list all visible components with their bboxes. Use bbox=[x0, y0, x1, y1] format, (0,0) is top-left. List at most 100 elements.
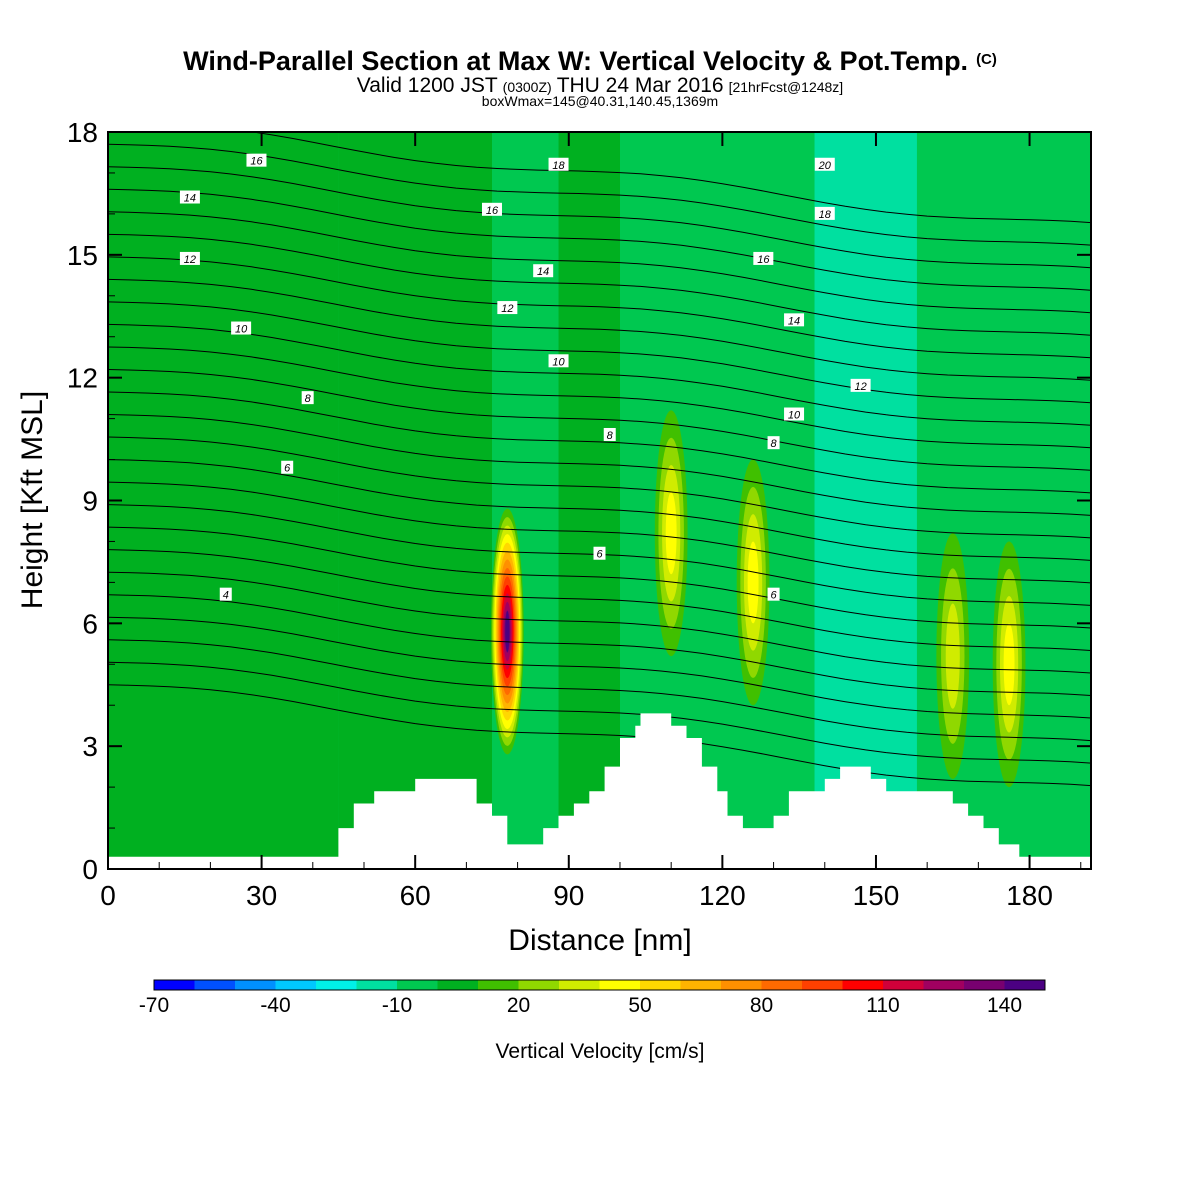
colorbar-swatch bbox=[599, 980, 641, 990]
colorbar-swatch bbox=[194, 980, 236, 990]
svg-text:16: 16 bbox=[250, 156, 263, 168]
updraft-level bbox=[1003, 623, 1015, 706]
x-tick-label: 180 bbox=[1006, 880, 1053, 911]
colorbar-swatch bbox=[842, 980, 884, 990]
theta-line bbox=[108, 369, 1091, 471]
updraft-level bbox=[665, 492, 677, 575]
x-tick-label: 60 bbox=[400, 880, 431, 911]
theta-contour-label: 8 bbox=[767, 436, 780, 450]
svg-text:18: 18 bbox=[819, 209, 832, 221]
colorbar: -70 -40 -10 20 50 80 110 140 bbox=[139, 979, 1046, 1017]
colorbar-swatch bbox=[559, 980, 600, 990]
theta-line bbox=[108, 143, 1091, 246]
theta-line bbox=[108, 684, 1091, 787]
colorbar-swatch bbox=[437, 980, 479, 990]
y-tick-label: 12 bbox=[67, 363, 98, 394]
theta-line bbox=[108, 256, 1091, 359]
theta-line bbox=[108, 166, 1091, 269]
field-band bbox=[558, 132, 620, 869]
y-tick-label: 3 bbox=[82, 731, 98, 762]
theta-contour-label: 16 bbox=[753, 251, 774, 266]
x-tick-label: 0 bbox=[100, 880, 116, 911]
theta-contour-label: 6 bbox=[281, 460, 294, 475]
svg-text:16: 16 bbox=[757, 254, 770, 266]
colorbar-tick-label: 80 bbox=[750, 994, 773, 1017]
theta-contour-label: 8 bbox=[603, 427, 616, 442]
y-tick-label: 9 bbox=[82, 486, 98, 517]
theta-line bbox=[108, 323, 1091, 426]
svg-text:6: 6 bbox=[771, 590, 778, 602]
colorbar-swatch bbox=[397, 980, 438, 990]
updraft-level bbox=[945, 603, 960, 709]
svg-text:18: 18 bbox=[552, 160, 565, 172]
colorbar-swatch bbox=[923, 980, 965, 990]
svg-text:12: 12 bbox=[184, 254, 196, 266]
theta-contour-label: 14 bbox=[784, 313, 805, 327]
theta-line bbox=[108, 481, 1091, 584]
svg-text:10: 10 bbox=[552, 356, 565, 368]
colorbar-tick-label: 140 bbox=[987, 994, 1022, 1017]
svg-text:10: 10 bbox=[788, 410, 801, 422]
colorbar-swatch bbox=[518, 980, 560, 990]
updraft-level bbox=[505, 611, 510, 652]
theta-contour-label: 12 bbox=[179, 251, 200, 266]
colorbar-label: Vertical Velocity [cm/s] bbox=[496, 1040, 705, 1063]
theta-line bbox=[108, 459, 1091, 561]
y-tick-label: 0 bbox=[82, 854, 98, 885]
theta-line bbox=[108, 278, 1091, 381]
y-axis: 0 3 6 9 12 15 18 bbox=[67, 117, 1091, 885]
theta-contour-label: 4 bbox=[219, 587, 232, 602]
theta-line bbox=[108, 346, 1091, 449]
svg-text:8: 8 bbox=[771, 438, 778, 450]
colorbar-tick-label: 50 bbox=[628, 994, 651, 1017]
theta-line bbox=[108, 188, 1091, 291]
colorbar-swatch bbox=[802, 980, 843, 990]
colorbar-swatch bbox=[883, 980, 924, 990]
x-tick-label: 150 bbox=[853, 880, 900, 911]
theta-contour-label: 16 bbox=[246, 153, 267, 168]
theta-contours bbox=[108, 132, 1091, 787]
theta-line bbox=[108, 436, 1091, 539]
colorbar-swatch bbox=[1004, 980, 1046, 990]
svg-text:14: 14 bbox=[537, 266, 549, 278]
colorbar-tick-label: -10 bbox=[382, 994, 412, 1017]
x-axis-label: Distance [nm] bbox=[508, 924, 691, 957]
theta-line bbox=[108, 233, 1091, 336]
colorbar-swatch bbox=[680, 980, 722, 990]
theta-contour-label: 18 bbox=[548, 157, 569, 172]
theta-contour-label: 14 bbox=[533, 264, 554, 278]
svg-text:14: 14 bbox=[788, 315, 800, 327]
field-band bbox=[338, 132, 492, 869]
theta-line bbox=[108, 549, 1091, 651]
field-band bbox=[814, 132, 917, 869]
theta-line bbox=[108, 661, 1091, 764]
theta-line bbox=[108, 639, 1091, 742]
x-tick-label: 30 bbox=[246, 880, 277, 911]
colorbar-swatch bbox=[761, 980, 803, 990]
x-tick-label: 120 bbox=[699, 880, 746, 911]
theta-line bbox=[249, 132, 1091, 224]
svg-text:6: 6 bbox=[596, 549, 603, 561]
svg-text:20: 20 bbox=[818, 160, 832, 172]
theta-line bbox=[108, 301, 1091, 404]
colorbar-tick-label: 110 bbox=[866, 994, 899, 1017]
y-tick-label: 15 bbox=[67, 240, 98, 271]
theta-contour-label: 8 bbox=[301, 391, 314, 405]
terrain bbox=[108, 713, 1091, 869]
theta-contour-label: 10 bbox=[548, 354, 569, 368]
colorbar-swatch bbox=[356, 980, 398, 990]
colorbar-swatch bbox=[275, 980, 317, 990]
colorbar-swatch bbox=[154, 980, 195, 990]
theta-line bbox=[108, 414, 1091, 516]
theta-contour-label: 16 bbox=[481, 202, 502, 217]
plot-area: 4 6 8 10 12 14 16 6 8 10 12 14 16 18 6 8 10 12 14 16 18 20 bbox=[108, 132, 1091, 869]
theta-contour-label: 12 bbox=[497, 301, 518, 315]
x-axis: 0 30 60 90 120 150 180 bbox=[100, 132, 1082, 911]
theta-contour-label: 14 bbox=[179, 190, 200, 205]
colorbar-swatch bbox=[964, 980, 1005, 990]
colorbar-swatch bbox=[640, 980, 681, 990]
x-tick-label: 90 bbox=[553, 880, 584, 911]
theta-line bbox=[108, 391, 1091, 494]
colorbar-tick-label: -70 bbox=[139, 994, 169, 1017]
theta-line bbox=[108, 211, 1091, 314]
